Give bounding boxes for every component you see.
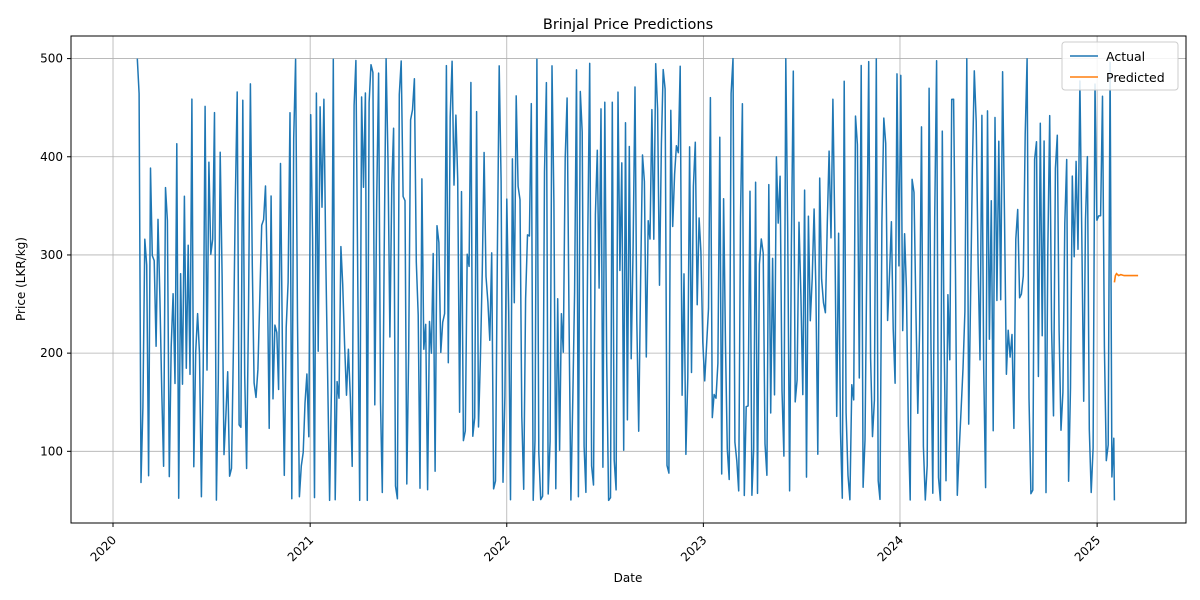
y-tick-label: 400 [40,150,63,164]
y-tick-label: 200 [40,346,63,360]
legend-label-actual: Actual [1106,49,1145,64]
plot-frame [70,35,1187,524]
series-line-actual [136,57,1116,502]
y-tick-label: 500 [40,52,63,66]
plot-area [136,57,1139,502]
chart-title: Brinjal Price Predictions [543,17,713,33]
legend-box [1061,41,1179,91]
legend: Actual Predicted [1061,41,1179,91]
x-axis-label: Date [614,571,643,585]
legend-label-predicted: Predicted [1106,70,1165,85]
y-axis-label: Price (LKR/kg) [14,237,28,321]
y-tick-label: 100 [40,444,63,458]
series-line-predicted [1113,272,1139,283]
y-tick-label: 300 [40,248,63,262]
